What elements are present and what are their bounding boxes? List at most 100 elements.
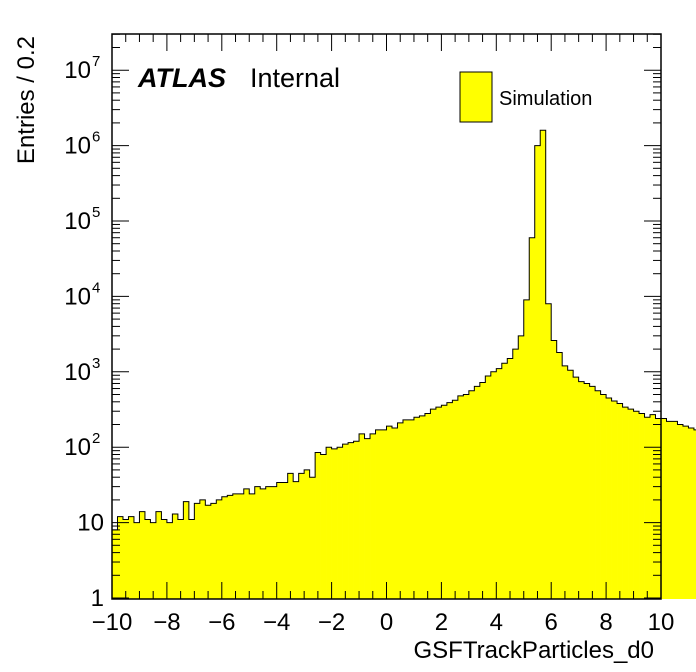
histogram-bin (128, 516, 135, 599)
histogram-bin (375, 429, 382, 599)
y-tick-exponent: 7 (92, 53, 100, 70)
histogram-bin (199, 499, 206, 599)
legend-entry-simulation: Simulation (499, 88, 592, 110)
histogram-bin (452, 400, 459, 599)
histogram-bin (441, 405, 448, 599)
histogram-bin (606, 397, 612, 599)
histogram-bin (545, 303, 552, 599)
histogram-bin (523, 299, 530, 599)
x-tick-label: −4 (263, 609, 290, 636)
histogram-bin (474, 386, 481, 599)
histogram-bin (622, 407, 629, 599)
histogram-bin (353, 441, 360, 599)
histogram-bin (397, 422, 404, 599)
y-tick-exponent: 3 (92, 355, 100, 372)
x-tick-label: −6 (208, 609, 235, 636)
histogram-bin (155, 511, 162, 599)
histogram-bin (655, 418, 662, 599)
histogram-bin (249, 493, 256, 599)
histogram-bin (468, 390, 475, 599)
histogram-bin (276, 482, 283, 599)
y-tick-label: 10 (64, 57, 91, 84)
histogram-bin (386, 426, 393, 599)
histogram-bin (644, 417, 651, 599)
histogram-bin (512, 349, 519, 599)
internal-label: Internal (250, 63, 340, 93)
histogram-bin (490, 371, 497, 599)
histogram-bin (562, 365, 569, 599)
histogram-bin (293, 481, 300, 599)
histogram-bars (112, 129, 696, 599)
histogram-bin (271, 486, 278, 599)
y-tick-exponent: 4 (92, 279, 100, 296)
histogram-bin (188, 519, 195, 599)
histogram-bin (507, 358, 514, 599)
histogram-bin (430, 409, 437, 599)
histogram-bin (282, 482, 289, 599)
y-axis-title: Entries / 0.2 (13, 36, 40, 164)
histogram-bin (556, 352, 563, 599)
histogram-bin (122, 519, 129, 599)
histogram-bin (381, 429, 387, 599)
histogram-bin (370, 433, 376, 599)
histogram-bin (633, 411, 640, 599)
histogram-bin (298, 473, 305, 599)
histogram-bin (320, 454, 327, 599)
histogram-bin (424, 413, 431, 599)
histogram-bin (287, 473, 294, 599)
histogram-bin (435, 407, 442, 599)
histogram-bin (693, 429, 696, 599)
histogram-bin (518, 335, 525, 599)
histogram-bin (243, 488, 250, 599)
histogram-bin (589, 386, 596, 599)
y-tick-label: 1 (91, 585, 104, 612)
histogram-bin (501, 363, 508, 599)
x-tick-label: −10 (92, 609, 133, 636)
histogram-bin (408, 419, 415, 599)
x-tick-label: −2 (318, 609, 345, 636)
histogram-bin (419, 415, 426, 599)
histogram-bin (364, 438, 371, 599)
histogram-bin (661, 418, 667, 599)
histogram-bin (117, 516, 124, 599)
histogram-bin (628, 409, 634, 599)
histogram-bin (304, 469, 310, 599)
histogram-bin (210, 503, 217, 599)
histogram-bin (567, 370, 574, 599)
x-axis-title: GSFTrackParticles_d0 (413, 637, 654, 664)
histogram-bin (595, 390, 601, 599)
histogram-bin (177, 519, 184, 599)
histogram-bin (688, 427, 695, 599)
histogram-bin (150, 522, 157, 599)
histogram-bin (682, 426, 689, 599)
y-tick-exponent: 6 (92, 129, 100, 146)
x-tick-label: 8 (599, 609, 612, 636)
histogram-bin (611, 400, 618, 599)
x-tick-label: 6 (545, 609, 558, 636)
histogram-bin (666, 421, 673, 599)
histogram-bin (144, 519, 151, 599)
histogram-bin (391, 427, 398, 599)
y-tick-label: 10 (64, 434, 91, 461)
histogram-bin (265, 486, 272, 599)
histogram-bin (337, 447, 343, 599)
histogram-bin (161, 519, 168, 599)
histogram-bin (584, 383, 590, 599)
y-tick-exponent: 5 (92, 204, 100, 221)
histogram-bin (402, 419, 409, 599)
histogram-bin (578, 381, 585, 599)
axis-ticks (111, 33, 662, 599)
histogram-bin (617, 403, 623, 599)
histogram-bin (677, 424, 684, 599)
histogram-bin (166, 522, 173, 599)
histogram-bin (238, 493, 245, 599)
histogram-bin (457, 395, 464, 599)
histogram-bin (540, 130, 547, 599)
y-tick-label: 10 (64, 133, 91, 160)
histogram-bin (639, 413, 645, 599)
histogram-bin (348, 442, 354, 599)
histogram-bin (496, 368, 503, 599)
atlas-label: ATLAS (137, 63, 226, 93)
